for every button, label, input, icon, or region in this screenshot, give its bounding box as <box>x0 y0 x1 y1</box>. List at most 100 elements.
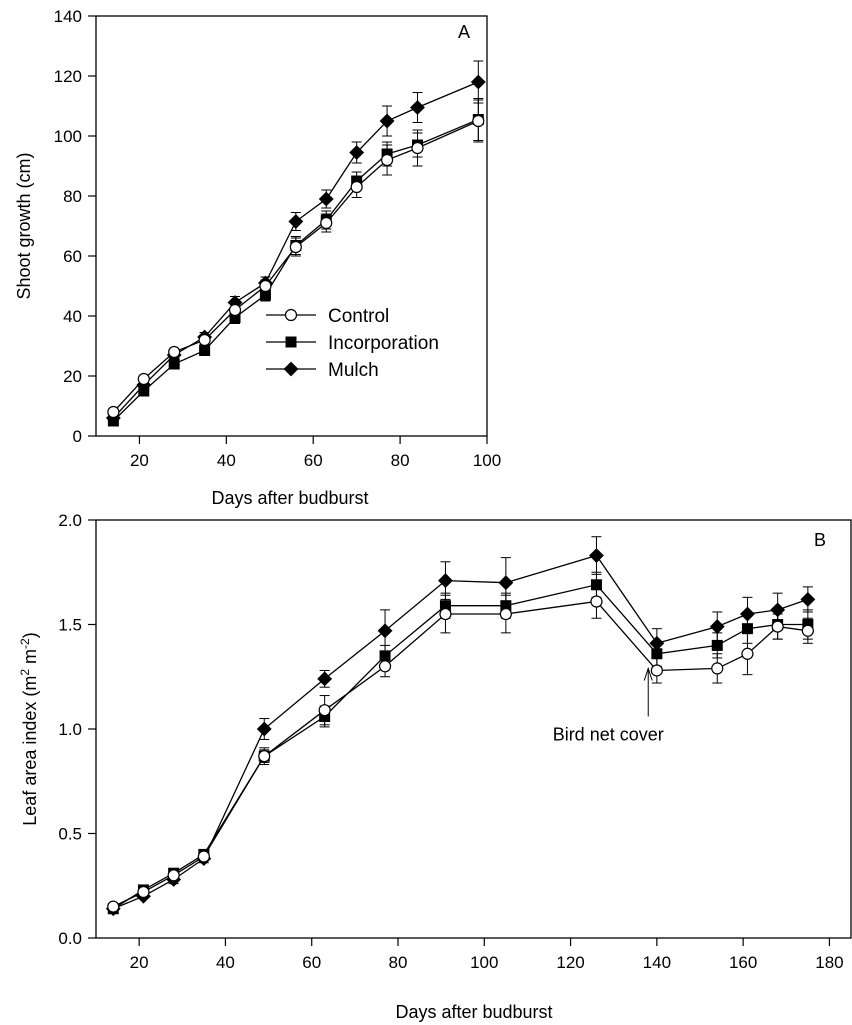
panel-a-x-tick-label: 40 <box>217 451 236 470</box>
panel-a-incorporation-line <box>112 118 479 422</box>
panel-b-x-tick-label: 120 <box>556 953 584 972</box>
panel-b-x-tick-label: 180 <box>815 953 843 972</box>
panel-a-control-point <box>320 216 333 230</box>
panel-b-control-point <box>590 595 603 608</box>
panel-b-mulch-point <box>438 573 453 589</box>
panel-b-mulch-point <box>800 591 816 607</box>
panel-a-control-point <box>472 114 485 128</box>
panel-b-series-control <box>107 584 814 913</box>
legend-control-label: Control <box>328 306 389 327</box>
legend-incorporation-label: Incorporation <box>328 333 439 354</box>
panel-b-control-point <box>650 664 663 677</box>
panel-a-y-tick-label: 20 <box>63 367 82 386</box>
panel-a-control-point <box>198 333 211 347</box>
panel-b-x-tick-label: 160 <box>729 953 757 972</box>
panel-b-control-point <box>107 900 120 913</box>
panel-a-control-point <box>350 180 363 194</box>
legend-control-marker <box>284 308 298 322</box>
panel-a-mulch-point <box>318 191 334 207</box>
panel-b-y-axis-label-superscript: 2 <box>18 669 32 676</box>
panel-b-control-point <box>378 660 392 673</box>
panel-a-plot-frame <box>95 15 488 437</box>
panel-b-incorporation-point <box>711 639 723 651</box>
panel-a-y-tick-label: 80 <box>63 187 82 206</box>
panel-b-control-point <box>137 885 150 899</box>
panel-b-control-point <box>801 624 814 637</box>
panel-b-mulch-point <box>709 619 725 635</box>
panel-a-mulch-point <box>349 145 365 160</box>
panel-b-plot-frame <box>95 519 852 939</box>
panel-b-control-point <box>197 850 210 863</box>
panel-a-y-tick-label: 140 <box>54 7 82 26</box>
panel-b-y-axis-label-superscript: -2 <box>18 638 32 649</box>
panel-a-mulch-point <box>288 214 304 229</box>
panel-a-y-tick-label: 40 <box>63 307 82 326</box>
panel-b-panel-label: B <box>814 530 826 550</box>
panel-a-mulch-point <box>379 113 395 129</box>
panel-b-control-point <box>439 607 452 621</box>
panel-b-x-tick-label: 100 <box>470 953 498 972</box>
panel-b-mulch-point <box>377 623 393 639</box>
panel-a-y-tick-label: 100 <box>54 127 82 146</box>
panel-b-y-tick-label: 1.0 <box>58 720 82 739</box>
panel-b-y-axis-label-part: m <box>20 649 40 669</box>
panel-a-x-tick-label: 60 <box>304 451 323 470</box>
panel-b-y-tick-label: 1.5 <box>58 616 82 635</box>
panel-b-y-tick-label: 2.0 <box>58 511 82 530</box>
panel-a-y-tick-label: 120 <box>54 67 82 86</box>
panel-b-mulch-point <box>498 575 514 591</box>
panel-b-control-point <box>741 647 754 660</box>
panel-b-control-point <box>167 869 180 882</box>
panel-b-y-tick-label: 0.0 <box>58 929 82 948</box>
panel-b-x-tick-label: 80 <box>389 953 408 972</box>
panel-b-incorporation-point <box>741 623 753 635</box>
panel-a-incorporation-point <box>168 358 180 370</box>
panel-b-mulch-line <box>113 554 809 910</box>
panel-a-chart: 20 40 60 80 100 0 20 40 60 80 100 120 140 Days after … <box>14 7 501 508</box>
panel-b-x-tick-label: 60 <box>302 953 321 972</box>
panel-b-x-axis-label: Days after budburst <box>395 1002 552 1022</box>
panel-a-incorporation-point <box>138 385 150 397</box>
panel-a-control-point <box>107 405 120 419</box>
panel-b-incorporation-line <box>112 584 808 910</box>
panel-a-x-axis-label: Days after budburst <box>211 488 368 508</box>
panel-a-mulch-point <box>470 74 486 90</box>
panel-b-control-point <box>771 620 784 633</box>
panel-a-series-incorporation <box>107 98 484 427</box>
panel-a-y-tick-label: 60 <box>63 247 82 266</box>
panel-b-control-point <box>258 750 271 763</box>
panel-a-control-point <box>411 141 424 155</box>
panel-a-legend: Control Incorporation Mulch <box>266 306 439 381</box>
panel-a-x-tick-label: 80 <box>391 451 410 470</box>
panel-b-control-point <box>499 607 512 621</box>
panel-b-series-incorporation <box>107 571 814 915</box>
panel-b-chart: 20 40 60 80 100 120 140 160 180 0.0 0.5 1.0 1.5 2.0 Da… <box>18 511 852 1022</box>
panel-a-control-point <box>137 372 150 386</box>
panel-a-series-control <box>107 99 485 419</box>
panel-a-control-point <box>259 279 272 293</box>
panel-a-incorporation-point <box>229 312 241 323</box>
panel-b-series-mulch <box>105 536 816 917</box>
panel-b-mulch-point <box>589 548 604 563</box>
panel-a-y-axis-label: Shoot growth (cm) <box>14 152 34 299</box>
panel-a-x-tick-label: 100 <box>473 451 501 470</box>
legend-mulch-label: Mulch <box>328 360 379 381</box>
panel-a-x-tick-label: 20 <box>130 451 149 470</box>
panel-a-control-point <box>168 345 181 359</box>
panel-b-x-tick-label: 140 <box>643 953 671 972</box>
panel-a-control-point <box>380 153 394 167</box>
panel-a-panel-label: A <box>458 22 470 42</box>
panel-b-y-axis-label-part: ) <box>20 632 40 638</box>
legend-mulch-marker <box>283 361 299 377</box>
panel-b-x-tick-label: 20 <box>130 953 149 972</box>
panel-b-y-axis-label-part: Leaf area index (m <box>20 676 40 826</box>
panel-a-mulch-point <box>410 100 425 115</box>
panel-b-control-point <box>711 662 724 675</box>
panel-a-incorporation-point <box>107 415 119 427</box>
panel-b-control-point <box>318 704 331 717</box>
panel-b-incorporation-point <box>651 648 663 660</box>
panel-b-y-tick-label: 0.5 <box>58 825 82 844</box>
panel-b-mulch-point <box>317 671 333 687</box>
panel-b-x-tick-label: 40 <box>216 953 235 972</box>
